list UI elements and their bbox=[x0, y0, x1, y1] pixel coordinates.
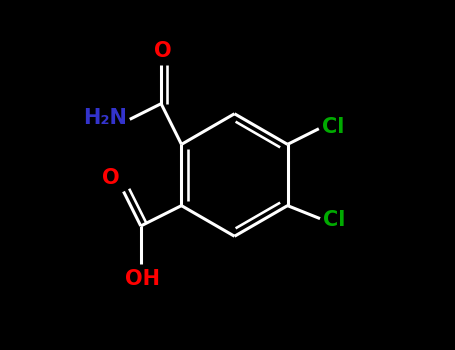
Text: O: O bbox=[102, 168, 120, 188]
Text: H₂N: H₂N bbox=[83, 107, 127, 128]
Text: Cl: Cl bbox=[322, 117, 344, 137]
Text: O: O bbox=[154, 41, 172, 61]
Text: Cl: Cl bbox=[323, 210, 345, 230]
Text: OH: OH bbox=[125, 269, 160, 289]
